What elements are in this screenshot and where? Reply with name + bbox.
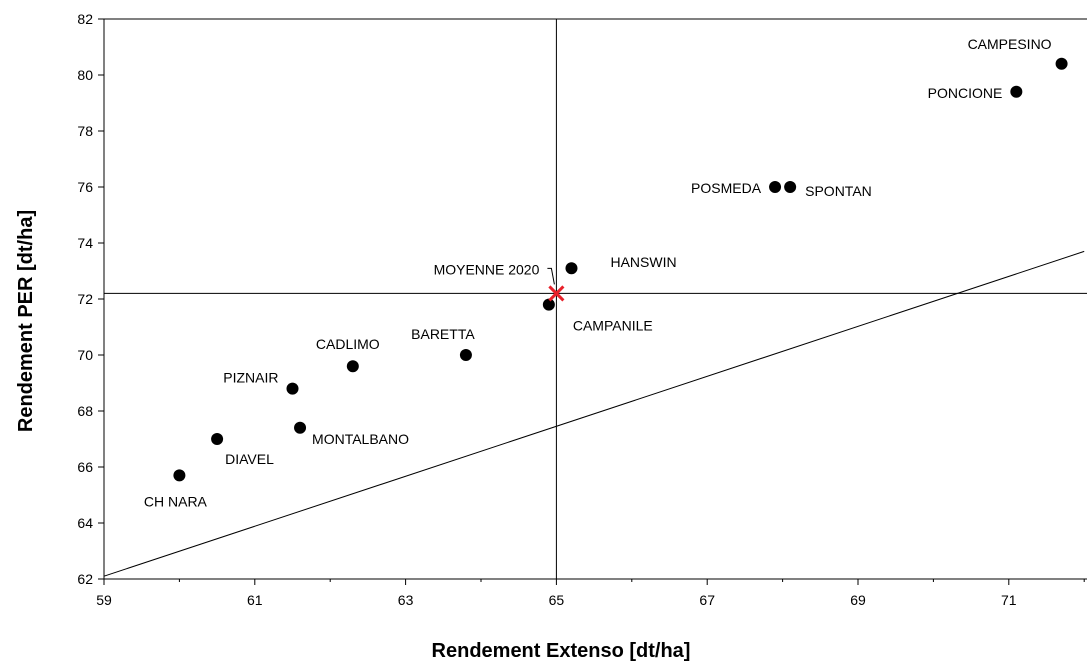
x-tick-label: 67 <box>699 592 715 608</box>
x-axis-title: Rendement Extenso [dt/ha] <box>432 640 691 662</box>
data-point <box>459 349 472 361</box>
y-tick-label: 66 <box>77 459 93 475</box>
data-point <box>542 298 555 311</box>
y-tick-label: 80 <box>77 67 93 83</box>
y-tick-label: 72 <box>77 291 93 307</box>
data-point <box>211 433 224 445</box>
y-tick-label: 70 <box>77 347 93 363</box>
y-tick-label: 68 <box>77 403 93 419</box>
x-tick-label: 71 <box>1001 592 1017 608</box>
point-label: CADLIMO <box>316 336 380 352</box>
data-point <box>294 421 307 434</box>
y-tick-label: 78 <box>77 123 93 139</box>
mean-marker <box>548 285 565 302</box>
data-point <box>286 382 299 395</box>
x-tick-label: 65 <box>549 592 565 608</box>
data-point <box>769 181 782 193</box>
data-point <box>565 262 578 275</box>
y-axis: 62 64 66 68 70 72 74 76 78 80 82 <box>77 11 104 587</box>
data-point <box>784 181 797 193</box>
y-tick-label: 76 <box>77 179 93 195</box>
x-tick-label: 61 <box>247 592 263 608</box>
point-label: PIZNAIR <box>223 370 278 386</box>
point-label: CH NARA <box>144 493 208 509</box>
point-label: SPONTAN <box>805 183 872 199</box>
y-tick-label: 62 <box>77 571 93 587</box>
x-tick-label: 63 <box>398 592 414 608</box>
point-label: BARETTA <box>411 326 475 342</box>
data-point <box>1055 57 1068 70</box>
mean-label: MOYENNE 2020 <box>434 261 540 277</box>
x-tick-label: 69 <box>850 592 866 608</box>
point-label: CAMPANILE <box>573 318 653 334</box>
data-point <box>1010 85 1023 98</box>
point-label: DIAVEL <box>225 451 274 467</box>
y-tick-label: 82 <box>77 11 93 27</box>
reference-diagonal-line <box>103 250 1085 577</box>
x-tick-label: 59 <box>96 592 112 608</box>
point-label: MONTALBANO <box>312 431 409 447</box>
y-tick-label: 64 <box>77 515 93 531</box>
point-label: HANSWIN <box>610 254 676 270</box>
y-tick-label: 74 <box>77 235 93 251</box>
plot-area <box>103 18 1087 580</box>
point-label: PONCIONE <box>928 85 1003 101</box>
point-label: POSMEDA <box>691 180 762 196</box>
point-label: CAMPESINO <box>968 36 1052 52</box>
data-point <box>346 360 359 373</box>
mean-leader-line <box>547 267 555 285</box>
y-axis-title: Rendement PER [dt/ha] <box>15 210 37 432</box>
x-axis: 59 61 63 65 67 69 71 <box>96 579 1085 608</box>
data-points: CAMPESINO PONCIONE POSMEDA SPONTAN HANSWIN CA… <box>144 36 1068 509</box>
data-point <box>173 469 186 482</box>
